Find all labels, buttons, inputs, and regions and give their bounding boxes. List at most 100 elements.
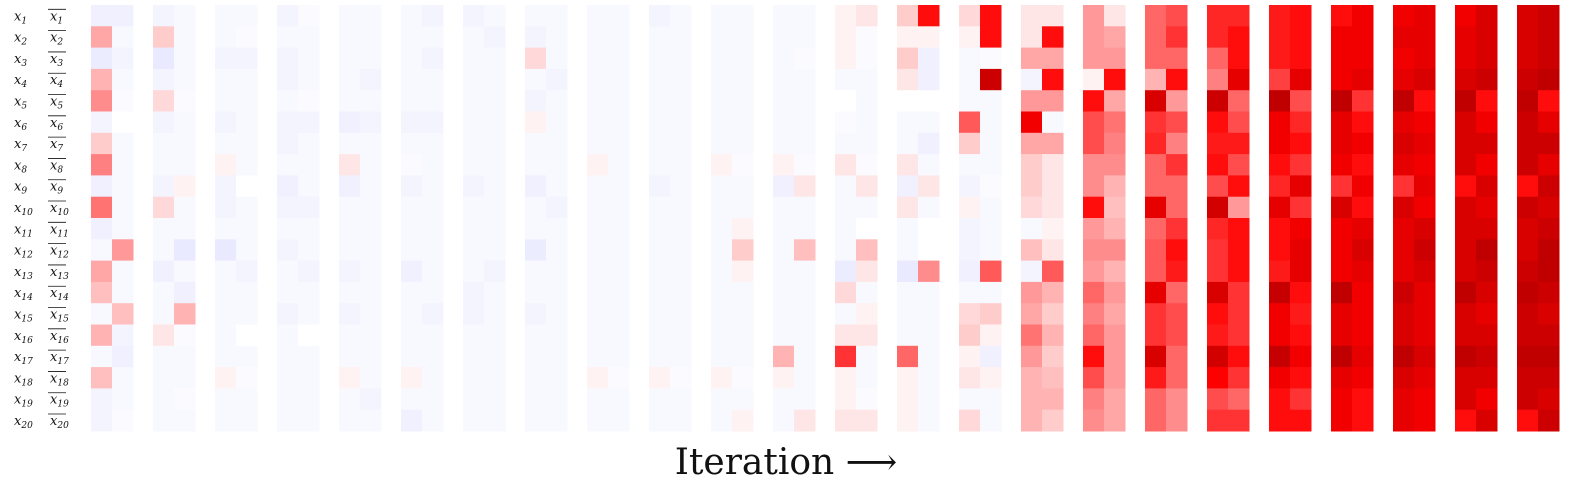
heatmap-cell: [1021, 239, 1043, 262]
heatmap-cell: [401, 154, 423, 176]
heatmap-cell: [1517, 281, 1539, 304]
heatmap-cell: [670, 388, 692, 411]
heatmap-cell: [1331, 388, 1353, 411]
heatmap-cell: [711, 5, 733, 27]
heatmap-cell: [1352, 132, 1374, 155]
heatmap-cell: [711, 324, 733, 347]
heatmap-cell: [112, 324, 134, 347]
heatmap-cell: [215, 367, 237, 389]
heatmap-cell: [1228, 409, 1250, 432]
heatmap-cell: [1538, 68, 1560, 91]
heatmap-cell: [174, 345, 196, 368]
heatmap-cell: [980, 388, 1002, 411]
heatmap-cell: [608, 367, 630, 389]
heatmap-cell: [1393, 345, 1415, 368]
heatmap-cell: [1228, 90, 1250, 112]
row-label-neg: x11: [50, 222, 69, 239]
heatmap-cell: [174, 367, 196, 389]
heatmap-cell: [174, 154, 196, 176]
heatmap-cell: [649, 324, 671, 347]
heatmap-cell: [484, 154, 506, 176]
heatmap-cell: [732, 218, 754, 240]
heatmap-cell: [277, 281, 299, 304]
heatmap-cell: [463, 303, 485, 325]
heatmap-cell: [1228, 26, 1250, 49]
heatmap-cell: [1331, 345, 1353, 368]
heatmap-cell: [959, 388, 981, 411]
heatmap-cell: [1228, 388, 1250, 411]
heatmap-cell: [897, 26, 919, 49]
heatmap-cell: [1290, 175, 1312, 198]
heatmap-cell: [236, 5, 258, 27]
heatmap-cell: [298, 154, 320, 176]
heatmap-cell: [1104, 388, 1126, 411]
heatmap-cell: [1228, 5, 1250, 27]
heatmap-cell: [959, 47, 981, 70]
heatmap-cell: [732, 260, 754, 283]
heatmap-cell: [608, 5, 630, 27]
heatmap-cell: [1166, 90, 1188, 112]
heatmap-cell: [1042, 154, 1064, 176]
heatmap-cell: [1290, 281, 1312, 304]
heatmap-cell: [1393, 26, 1415, 49]
heatmap-cell: [1269, 196, 1291, 219]
heatmap-cell: [112, 388, 134, 411]
heatmap-cell: [1476, 409, 1498, 432]
heatmap-cell: [918, 324, 940, 347]
heatmap-cell: [1331, 111, 1353, 134]
heatmap-cell: [670, 260, 692, 283]
heatmap-cell: [112, 367, 134, 389]
heatmap-cell: [794, 260, 816, 283]
heatmap-cell: [587, 345, 609, 368]
heatmap-cell: [980, 409, 1002, 432]
heatmap-cell: [1145, 239, 1167, 262]
heatmap-cell: [112, 281, 134, 304]
heatmap-cell: [1414, 388, 1436, 411]
heatmap-cell: [1476, 154, 1498, 176]
heatmap-cell: [1083, 260, 1105, 283]
heatmap-cell: [1393, 196, 1415, 219]
heatmap-cell: [525, 345, 547, 368]
heatmap-cell: [1145, 260, 1167, 283]
heatmap-cell: [112, 154, 134, 176]
heatmap-cell: [980, 303, 1002, 325]
heatmap-cell: [980, 345, 1002, 368]
row-label-neg: x9: [50, 180, 63, 197]
heatmap-cell: [856, 345, 878, 368]
row-label-var: x4: [14, 73, 27, 90]
heatmap-cell: [298, 26, 320, 49]
heatmap-cell: [856, 5, 878, 27]
heatmap-cell: [339, 218, 361, 240]
heatmap-cell: [835, 26, 857, 49]
heatmap-cell: [546, 260, 568, 283]
heatmap-cell: [732, 324, 754, 347]
heatmap-cell: [174, 409, 196, 432]
heatmap-cell: [649, 47, 671, 70]
heatmap-cell: [1104, 260, 1126, 283]
row-label-var: x18: [14, 371, 33, 388]
heatmap-cell: [153, 409, 175, 432]
heatmap-cell: [1476, 68, 1498, 91]
heatmap-cell: [277, 409, 299, 432]
heatmap-cell: [463, 324, 485, 347]
heatmap-cell: [236, 239, 258, 262]
heatmap-cell: [856, 218, 878, 240]
heatmap-cell: [1517, 239, 1539, 262]
heatmap-cell: [856, 111, 878, 134]
heatmap-cell: [1290, 26, 1312, 49]
heatmap-cell: [711, 196, 733, 219]
heatmap-cell: [587, 260, 609, 283]
heatmap-cell: [422, 68, 444, 91]
heatmap-cell: [298, 218, 320, 240]
heatmap-cell: [1166, 324, 1188, 347]
heatmap-cell: [1021, 388, 1043, 411]
heatmap-cell: [897, 111, 919, 134]
heatmap-cell: [360, 345, 382, 368]
heatmap-cell: [856, 175, 878, 198]
heatmap-cell: [91, 5, 113, 27]
heatmap-cell: [236, 218, 258, 240]
heatmap-cell: [1083, 175, 1105, 198]
heatmap-cell: [835, 324, 857, 347]
heatmap-cell: [1455, 281, 1477, 304]
heatmap-cell: [794, 303, 816, 325]
